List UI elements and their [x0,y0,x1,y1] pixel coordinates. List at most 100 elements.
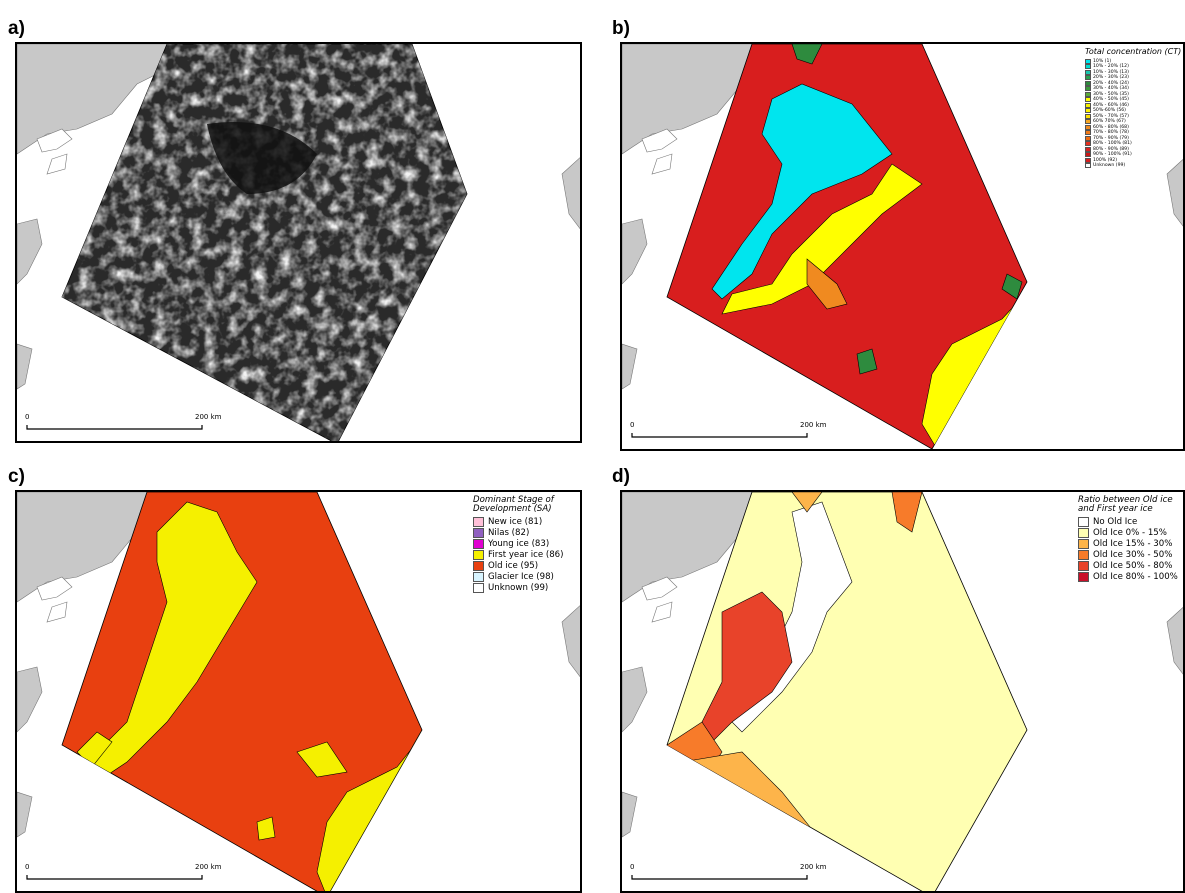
legend-swatch [1085,114,1091,119]
legend-swatch [473,517,484,527]
legend-label: New ice (81) [488,517,542,527]
legend-label: Old Ice 30% - 50% [1093,550,1172,560]
legend-item: Young ice (83) [473,538,581,549]
legend-item: Old Ice 50% - 80% [1078,560,1185,571]
legend-label: Nilas (82) [488,528,529,538]
legend-swatch [1078,561,1089,571]
scale-bar [632,433,807,437]
map-panel: 0 200 km [15,42,582,443]
scale-end: 200 km [800,863,826,871]
legend-swatch [473,561,484,571]
legend-label: 60% 70% (67) [1093,119,1126,124]
land [622,792,637,837]
legend-label: 100% (92) [1093,158,1117,163]
legend-item: Old ice (95) [473,560,581,571]
legend-item: Old Ice 15% - 30% [1078,538,1185,549]
land [562,602,580,682]
legend-swatch [473,550,484,560]
legend-swatch [1085,119,1091,124]
scale-start: 0 [630,421,634,429]
panel-label: a) [8,18,25,40]
legend-label: Unknown (99) [488,583,548,593]
legend-swatch [1085,59,1091,64]
legend-swatch [1085,130,1091,135]
scale-end: 200 km [195,863,221,871]
water [652,154,672,174]
legend-swatch [1085,147,1091,152]
legend-swatch [1085,141,1091,146]
legend-swatch [1085,64,1091,69]
scale-bar [632,875,807,879]
map-panel: 0 200 km Ratio between Old ice and First y… [620,490,1185,893]
scale-start: 0 [25,413,29,421]
legend-item: Unknown (99) [1085,163,1185,169]
legend-swatch [473,572,484,582]
legend-swatch [1085,70,1091,75]
legend-title: Total concentration (CT) [1085,48,1185,56]
legend-swatch [1085,86,1091,91]
legend-label: 10% - 20% (12) [1093,64,1129,69]
legend-item: Nilas (82) [473,527,581,538]
legend-label: Old Ice 80% - 100% [1093,572,1178,582]
legend-label: Young ice (83) [488,539,549,549]
panel-label: c) [8,466,25,488]
legend-swatch [1085,136,1091,141]
legend-label: 10% - 30% (13) [1093,70,1129,75]
water [47,154,67,174]
land [1167,602,1183,682]
legend-label: 90% - 100% (91) [1093,152,1132,157]
legend-swatch [1078,572,1089,582]
legend-label: Old Ice 50% - 80% [1093,561,1172,571]
legend-swatch [1085,103,1091,108]
legend: Ratio between Old ice and First year ice… [1078,496,1185,582]
legend-label: Old Ice 15% - 30% [1093,539,1172,549]
legend-item: Old Ice 80% - 100% [1078,571,1185,582]
legend-item: New ice (81) [473,516,581,527]
legend-swatch [1085,125,1091,130]
legend-label: 70% - 80% (78) [1093,130,1129,135]
scale-start: 0 [25,863,29,871]
map [17,44,580,441]
land [622,667,647,732]
legend-swatch [1078,539,1089,549]
legend-label: Old ice (95) [488,561,538,571]
land [17,792,32,837]
legend-label: 30% - 40% (34) [1093,86,1129,91]
scale-bar [27,425,202,429]
legend-swatch [1078,550,1089,560]
scale-end: 200 km [195,413,221,421]
land [622,219,647,284]
legend-label: 40% - 50% (45) [1093,97,1129,102]
page: {"panels":[ {"label":"a)","scale":{"star… [0,0,1185,893]
legend-swatch [1085,163,1091,168]
scale-start: 0 [630,863,634,871]
legend-swatch [1085,158,1091,163]
legend-swatch [473,583,484,593]
legend-title: Dominant Stage of Development (SA) [473,496,581,514]
legend-label: 30% - 50% (35) [1093,92,1129,97]
legend-item: Old Ice 0% - 15% [1078,527,1185,538]
legend-label: 50% - 70% (57) [1093,114,1129,119]
legend-swatch [1078,528,1089,538]
legend-label: 70% - 90% (79) [1093,136,1129,141]
legend-swatch [1085,81,1091,86]
legend-item: Glacier Ice (98) [473,571,581,582]
legend-label: No Old Ice [1093,517,1137,527]
legend-item: Old Ice 30% - 50% [1078,549,1185,560]
legend-item: First year ice (86) [473,549,581,560]
legend-label: 80% - 100% (81) [1093,141,1132,146]
legend-label: 50%-60% (56) [1093,108,1126,113]
legend-label: 60% - 80% (68) [1093,125,1129,130]
land [622,344,637,389]
legend-label: 10% (1) [1093,59,1111,64]
land [17,667,42,732]
scale-end: 200 km [800,421,826,429]
legend-swatch [1085,92,1091,97]
water [47,602,67,622]
map-panel: 0200 kmTotal concentration (CT)10% (1)10… [620,42,1185,451]
land [17,344,32,389]
legend-swatch [1085,75,1091,80]
legend-label: First year ice (86) [488,550,564,560]
legend-title: Ratio between Old ice and First year ice [1078,496,1185,514]
legend-label: 40% - 60% (46) [1093,103,1129,108]
